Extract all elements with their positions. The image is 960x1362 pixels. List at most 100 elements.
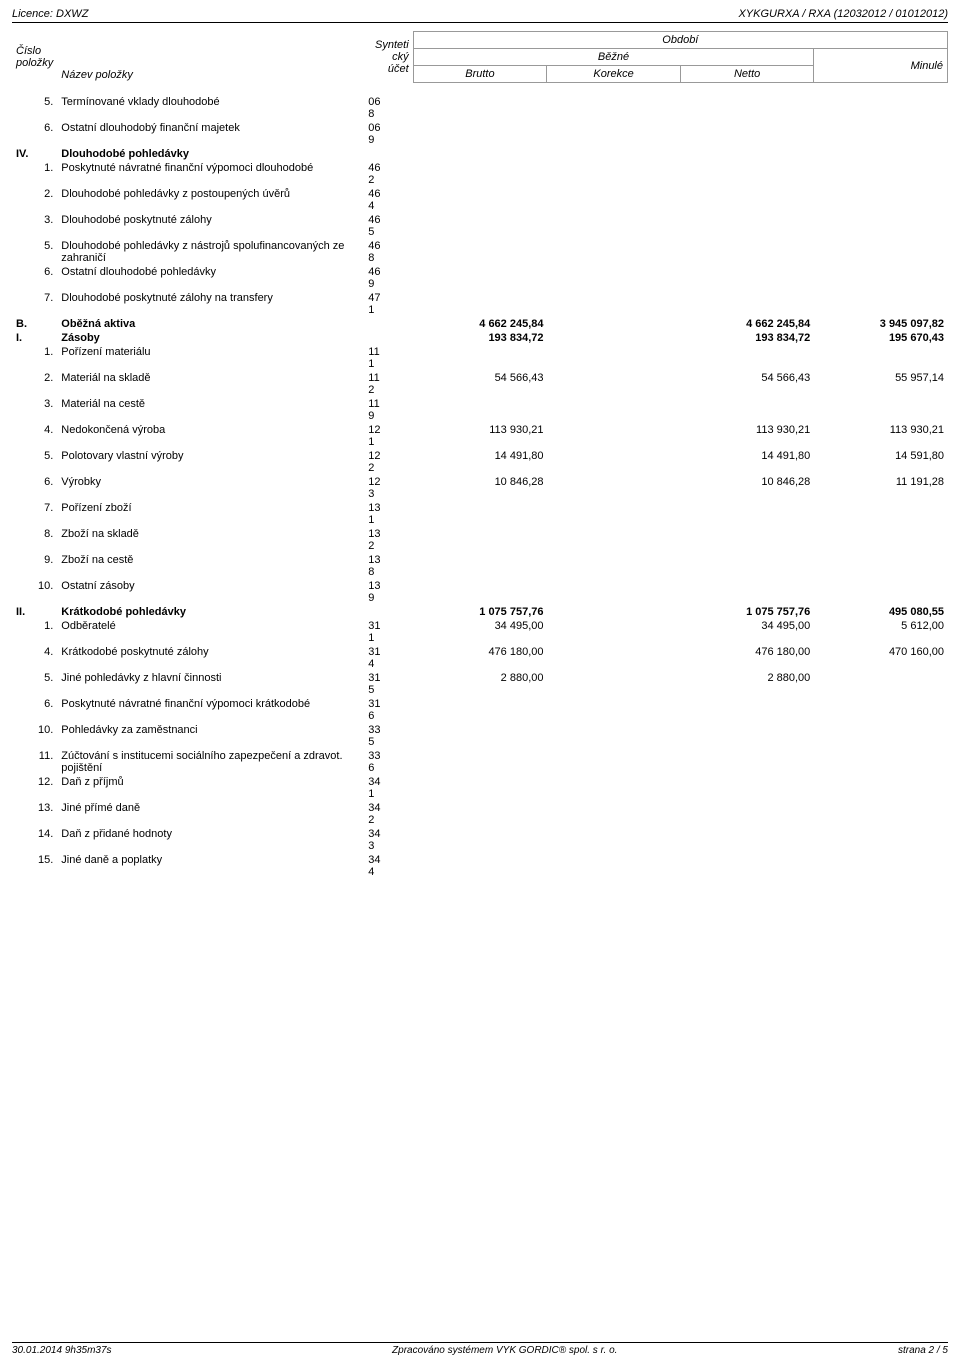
row-ucet: 469 — [364, 265, 414, 291]
row-minule — [814, 161, 948, 187]
row-nazev: Pohledávky za zaměstnanci — [57, 723, 364, 749]
row-netto — [681, 345, 815, 371]
hdr-korekce: Korekce — [593, 68, 633, 80]
row-ucet — [364, 317, 414, 331]
row-brutto: 14 491,80 — [414, 449, 548, 475]
row-korekce — [548, 213, 681, 239]
row-korekce — [548, 239, 681, 265]
row-ucet: 111 — [364, 345, 414, 371]
table-row: 11.Zúčtování s institucemi sociálního za… — [12, 749, 948, 775]
row-cislo — [12, 213, 34, 239]
row-nazev: Krátkodobé pohledávky — [57, 605, 364, 619]
row-netto: 34 495,00 — [681, 619, 815, 645]
row-korekce — [548, 501, 681, 527]
row-brutto: 113 930,21 — [414, 423, 548, 449]
row-netto: 54 566,43 — [681, 371, 815, 397]
row-netto — [681, 161, 815, 187]
row-minule: 3 945 097,82 — [814, 317, 948, 331]
row-sub: 4. — [34, 423, 57, 449]
row-ucet — [364, 605, 414, 619]
row-korekce — [548, 749, 681, 775]
row-sub: 5. — [34, 239, 57, 265]
top-bar: Licence: DXWZ XYKGURXA / RXA (12032012 /… — [12, 8, 948, 23]
row-korekce — [548, 121, 681, 147]
hdr-synt1: Synteti — [375, 39, 409, 51]
row-brutto — [414, 775, 548, 801]
row-cislo — [12, 723, 34, 749]
row-cislo — [12, 671, 34, 697]
row-netto: 113 930,21 — [681, 423, 815, 449]
hdr-netto: Netto — [734, 68, 760, 80]
table-row: 3.Dlouhodobé poskytnuté zálohy465 — [12, 213, 948, 239]
row-cislo — [12, 827, 34, 853]
table-row: 4.Nedokončená výroba121113 930,21113 930… — [12, 423, 948, 449]
row-minule: 470 160,00 — [814, 645, 948, 671]
row-nazev: Pořízení zboží — [57, 501, 364, 527]
row-ucet: 139 — [364, 579, 414, 605]
row-netto — [681, 579, 815, 605]
row-minule: 14 591,80 — [814, 449, 948, 475]
row-brutto: 2 880,00 — [414, 671, 548, 697]
row-brutto — [414, 827, 548, 853]
row-cislo — [12, 449, 34, 475]
row-minule — [814, 95, 948, 121]
row-cislo: IV. — [12, 147, 34, 161]
row-nazev: Ostatní dlouhodobé pohledávky — [57, 265, 364, 291]
row-netto: 4 662 245,84 — [681, 317, 815, 331]
row-cislo — [12, 853, 34, 879]
row-cislo — [12, 397, 34, 423]
row-netto: 1 075 757,76 — [681, 605, 815, 619]
hdr-synt2: cký — [392, 51, 409, 63]
row-sub: 11. — [34, 749, 57, 775]
table-row: 6.Výrobky12310 846,2810 846,2811 191,28 — [12, 475, 948, 501]
row-brutto — [414, 723, 548, 749]
row-sub: 1. — [34, 619, 57, 645]
row-ucet: 341 — [364, 775, 414, 801]
row-sub — [34, 317, 57, 331]
row-brutto — [414, 213, 548, 239]
row-minule — [814, 775, 948, 801]
row-brutto: 4 662 245,84 — [414, 317, 548, 331]
row-ucet: 112 — [364, 371, 414, 397]
row-ucet: 342 — [364, 801, 414, 827]
row-sub: 14. — [34, 827, 57, 853]
row-sub: 7. — [34, 501, 57, 527]
row-minule — [814, 527, 948, 553]
row-brutto — [414, 853, 548, 879]
row-korekce — [548, 697, 681, 723]
row-nazev: Jiné pohledávky z hlavní činnosti — [57, 671, 364, 697]
top-right-label: XYKGURXA / RXA (12032012 / 01012012) — [738, 8, 948, 20]
table-row: 6.Ostatní dlouhodobý finanční majetek069 — [12, 121, 948, 147]
row-sub: 5. — [34, 95, 57, 121]
data-table: 5.Termínované vklady dlouhodobé0686.Osta… — [12, 95, 948, 879]
row-korekce — [548, 827, 681, 853]
row-brutto: 1 075 757,76 — [414, 605, 548, 619]
row-brutto — [414, 239, 548, 265]
row-netto — [681, 697, 815, 723]
row-cislo — [12, 187, 34, 213]
row-cislo — [12, 501, 34, 527]
table-row: IV.Dlouhodobé pohledávky — [12, 147, 948, 161]
row-netto — [681, 397, 815, 423]
row-sub: 1. — [34, 161, 57, 187]
row-korekce — [548, 619, 681, 645]
row-sub: 5. — [34, 449, 57, 475]
row-minule: 11 191,28 — [814, 475, 948, 501]
table-row: I.Zásoby193 834,72193 834,72195 670,43 — [12, 331, 948, 345]
row-brutto: 476 180,00 — [414, 645, 548, 671]
row-ucet: 316 — [364, 697, 414, 723]
row-cislo — [12, 239, 34, 265]
row-sub: 9. — [34, 553, 57, 579]
row-brutto — [414, 397, 548, 423]
row-netto — [681, 239, 815, 265]
row-korekce — [548, 147, 681, 161]
table-row: 10.Ostatní zásoby139 — [12, 579, 948, 605]
row-korekce — [548, 553, 681, 579]
row-minule — [814, 397, 948, 423]
hdr-ucet: účet — [388, 63, 409, 75]
row-nazev: Pořízení materiálu — [57, 345, 364, 371]
table-row: 13.Jiné přímé daně342 — [12, 801, 948, 827]
table-row: 2.Dlouhodobé pohledávky z postoupených ú… — [12, 187, 948, 213]
row-minule — [814, 671, 948, 697]
row-minule — [814, 801, 948, 827]
